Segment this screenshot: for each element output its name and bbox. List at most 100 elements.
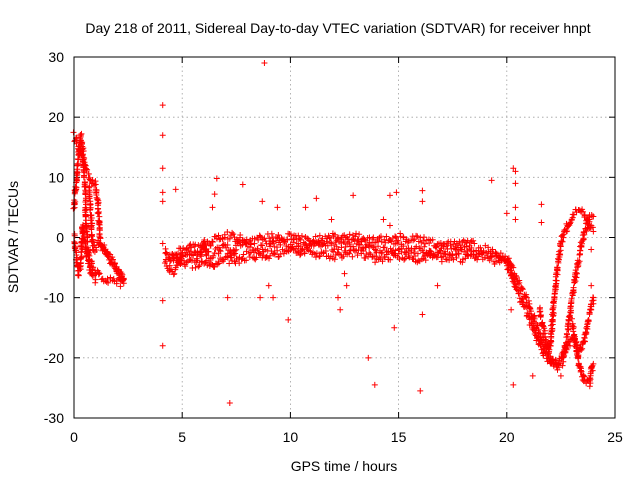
data-point <box>209 204 216 211</box>
data-point <box>419 311 426 318</box>
data-point <box>376 234 383 241</box>
data-point <box>584 220 591 227</box>
data-point <box>267 252 274 259</box>
data-point <box>312 254 319 261</box>
data-point <box>75 272 82 279</box>
data-point <box>370 234 377 241</box>
data-point <box>296 235 303 242</box>
data-point <box>92 276 99 283</box>
data-point <box>493 250 500 257</box>
data-point <box>171 270 178 277</box>
data-point <box>103 278 110 285</box>
data-point <box>163 250 170 257</box>
data-point <box>573 269 580 276</box>
data-point <box>350 192 357 199</box>
data-point <box>99 242 106 249</box>
data-point <box>570 289 577 296</box>
data-point <box>174 254 181 261</box>
data-point <box>337 306 344 313</box>
data-point <box>321 240 328 247</box>
data-point <box>278 234 285 241</box>
data-point <box>574 348 581 355</box>
data-point <box>110 275 117 282</box>
data-point <box>257 294 264 301</box>
data-point <box>360 248 367 255</box>
data-point <box>84 252 91 259</box>
data-point <box>238 256 245 263</box>
data-point <box>392 233 399 240</box>
data-point <box>519 296 526 303</box>
data-point <box>590 360 597 367</box>
data-point <box>483 249 490 256</box>
data-point <box>554 264 561 271</box>
data-point <box>378 250 385 257</box>
data-point <box>520 299 527 306</box>
data-point <box>566 220 573 227</box>
data-point <box>421 234 427 241</box>
data-point <box>226 235 233 242</box>
data-point <box>263 253 270 260</box>
data-point <box>166 251 173 258</box>
data-point <box>441 250 448 257</box>
data-point <box>224 228 231 235</box>
data-point <box>438 258 445 265</box>
data-point <box>477 244 484 251</box>
data-point <box>572 267 579 274</box>
data-point <box>519 286 526 293</box>
data-point <box>556 250 563 257</box>
data-point <box>437 250 444 257</box>
data-point <box>580 236 587 243</box>
data-point <box>572 278 579 285</box>
data-point <box>474 256 481 263</box>
data-point <box>71 232 78 239</box>
data-point <box>523 291 530 298</box>
data-point <box>559 238 566 245</box>
data-point <box>434 282 441 289</box>
data-point <box>387 256 394 263</box>
data-point <box>537 341 544 348</box>
data-point <box>545 354 552 361</box>
data-point <box>168 257 175 264</box>
data-point <box>405 253 412 260</box>
x-axis-label: GPS time / hours <box>291 458 398 474</box>
data-point <box>419 187 426 194</box>
x-tick-label: 20 <box>499 429 515 445</box>
data-point <box>422 240 429 247</box>
data-point <box>73 256 80 263</box>
data-point <box>512 180 519 187</box>
data-point <box>459 259 466 266</box>
data-point <box>78 254 85 261</box>
data-point <box>159 198 166 205</box>
data-point <box>330 248 337 255</box>
data-point <box>246 253 253 260</box>
data-point <box>358 238 365 245</box>
data-point <box>316 253 323 260</box>
data-point <box>215 232 222 239</box>
data-point <box>453 254 460 261</box>
data-point <box>466 242 473 249</box>
data-point <box>508 306 515 313</box>
data-point <box>80 148 87 155</box>
data-point <box>378 233 385 240</box>
data-point <box>246 244 253 251</box>
data-point <box>519 285 526 292</box>
data-point <box>401 256 408 263</box>
y-tick-label: -20 <box>44 350 64 366</box>
data-point <box>538 219 545 226</box>
data-point <box>80 166 87 173</box>
data-point <box>383 233 390 240</box>
data-point <box>159 189 166 196</box>
data-point <box>82 243 89 250</box>
data-point <box>88 215 95 222</box>
data-point <box>577 365 584 372</box>
data-point <box>96 270 103 277</box>
y-tick-label: 30 <box>48 49 64 65</box>
data-point <box>338 254 345 261</box>
data-point <box>77 132 84 139</box>
data-point <box>171 255 178 262</box>
data-point <box>549 356 556 363</box>
data-point <box>180 252 187 259</box>
data-point <box>411 236 418 243</box>
data-point <box>315 238 322 245</box>
data-point <box>287 231 294 238</box>
